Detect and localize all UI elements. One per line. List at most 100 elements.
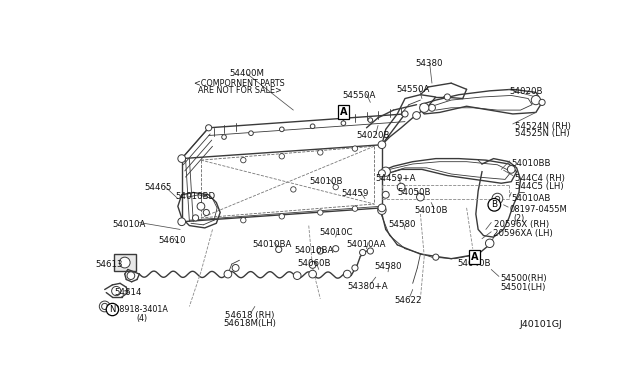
Circle shape	[291, 187, 296, 192]
Text: 54010BA: 54010BA	[253, 240, 292, 249]
Circle shape	[539, 99, 545, 106]
Text: (2): (2)	[513, 214, 525, 223]
Text: 54550A: 54550A	[342, 91, 376, 100]
Circle shape	[111, 286, 121, 296]
Circle shape	[378, 141, 386, 148]
Circle shape	[221, 135, 227, 140]
Circle shape	[378, 206, 386, 214]
Text: 54010B: 54010B	[415, 206, 448, 215]
Circle shape	[429, 104, 435, 111]
Circle shape	[99, 301, 110, 312]
Circle shape	[360, 250, 365, 256]
Circle shape	[232, 264, 239, 272]
Text: B: B	[492, 200, 497, 209]
Text: 54550A: 54550A	[396, 85, 429, 94]
Circle shape	[241, 218, 246, 223]
Circle shape	[317, 248, 323, 254]
Text: 54380: 54380	[416, 58, 444, 67]
Circle shape	[178, 155, 186, 163]
Text: 54010BD: 54010BD	[175, 192, 216, 202]
Circle shape	[178, 218, 186, 225]
Circle shape	[402, 111, 408, 117]
Circle shape	[352, 265, 358, 271]
Circle shape	[381, 167, 390, 176]
Text: 54010AA: 54010AA	[347, 240, 387, 249]
Circle shape	[352, 146, 358, 151]
Circle shape	[382, 191, 389, 198]
Text: 54618 (RH): 54618 (RH)	[225, 311, 274, 320]
Text: 54459+A: 54459+A	[376, 174, 416, 183]
Circle shape	[433, 254, 439, 260]
Text: 54050B: 54050B	[397, 188, 431, 197]
Circle shape	[317, 210, 323, 215]
Text: 54060B: 54060B	[298, 259, 331, 268]
Text: 54380+A: 54380+A	[348, 282, 388, 291]
Circle shape	[378, 170, 385, 177]
Circle shape	[119, 257, 130, 268]
Text: 54618M(LH): 54618M(LH)	[223, 319, 276, 328]
Text: 54610: 54610	[159, 235, 186, 245]
Circle shape	[492, 193, 503, 204]
Text: 20596XA (LH): 20596XA (LH)	[493, 230, 552, 238]
Circle shape	[344, 270, 351, 278]
Text: N 08918-3401A: N 08918-3401A	[106, 305, 168, 314]
Circle shape	[309, 262, 316, 268]
Text: 54524N (RH): 54524N (RH)	[515, 122, 571, 131]
Text: 544C5 (LH): 544C5 (LH)	[515, 182, 564, 191]
Circle shape	[241, 157, 246, 163]
Text: A: A	[340, 108, 347, 118]
Circle shape	[413, 112, 420, 119]
Circle shape	[531, 96, 541, 105]
Circle shape	[197, 202, 205, 210]
Circle shape	[276, 246, 282, 253]
Circle shape	[333, 246, 339, 252]
Circle shape	[495, 196, 500, 201]
Circle shape	[378, 204, 386, 212]
Text: 54500(RH): 54500(RH)	[500, 274, 547, 283]
Text: 54580: 54580	[374, 262, 402, 271]
Text: 54020B: 54020B	[356, 131, 389, 140]
Circle shape	[444, 94, 451, 100]
Text: 54010BB: 54010BB	[511, 158, 551, 168]
Circle shape	[352, 206, 358, 211]
Circle shape	[279, 154, 285, 159]
Circle shape	[486, 239, 494, 247]
Circle shape	[397, 183, 405, 191]
Circle shape	[368, 118, 372, 122]
Text: J40101GJ: J40101GJ	[519, 320, 562, 329]
Text: 54501(LH): 54501(LH)	[500, 283, 546, 292]
Text: (4): (4)	[136, 314, 147, 323]
Circle shape	[224, 270, 232, 278]
Text: 54613: 54613	[95, 260, 123, 269]
Circle shape	[293, 272, 301, 279]
Text: 544C4 (RH): 544C4 (RH)	[515, 174, 565, 183]
Text: N: N	[109, 305, 116, 314]
Text: 54010A: 54010A	[113, 220, 146, 229]
Circle shape	[508, 166, 515, 173]
Circle shape	[102, 303, 108, 310]
Text: ARE NOT FOR SALE>: ARE NOT FOR SALE>	[198, 86, 282, 95]
Text: 54400M: 54400M	[230, 69, 265, 78]
Text: 54010B: 54010B	[310, 177, 343, 186]
Text: 54622: 54622	[394, 296, 422, 305]
Circle shape	[127, 272, 135, 279]
Circle shape	[205, 125, 212, 131]
Text: 54465: 54465	[145, 183, 172, 192]
Text: 54525N (LH): 54525N (LH)	[515, 129, 570, 138]
Text: 54459: 54459	[341, 189, 369, 198]
Circle shape	[420, 103, 429, 112]
Text: 20596X (RH): 20596X (RH)	[494, 220, 550, 229]
Circle shape	[308, 270, 316, 278]
Text: 54614: 54614	[114, 288, 141, 297]
Circle shape	[341, 121, 346, 125]
Circle shape	[249, 131, 253, 135]
Circle shape	[333, 185, 339, 190]
Circle shape	[204, 209, 209, 216]
Circle shape	[310, 124, 315, 129]
Circle shape	[279, 214, 285, 219]
Circle shape	[193, 215, 198, 221]
Text: <COMPORNENT PARTS: <COMPORNENT PARTS	[194, 78, 285, 87]
Text: 54010C: 54010C	[319, 228, 353, 237]
Text: 08197-0455M: 08197-0455M	[509, 205, 568, 214]
Text: 54020B: 54020B	[509, 87, 543, 96]
